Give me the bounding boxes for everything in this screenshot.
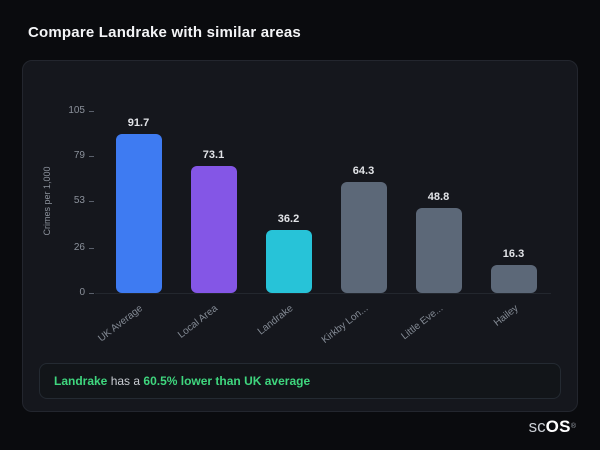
bar-kirkby-lon[interactable]	[340, 181, 387, 293]
x-axis-line	[95, 293, 551, 294]
y-tick-mark	[89, 201, 94, 203]
bar-hailey[interactable]	[490, 264, 537, 293]
y-tick-mark	[89, 156, 94, 158]
bar-little-eve[interactable]	[415, 208, 462, 293]
y-tick-label: 79	[73, 150, 85, 162]
y-tick-mark	[89, 293, 94, 294]
logo-prefix: sc	[528, 417, 546, 436]
x-tick-label-little-eve: Little Eve...	[399, 303, 446, 343]
y-axis-title: Crimes per 1,000	[42, 166, 52, 236]
bar-uk-average[interactable]	[115, 134, 162, 293]
bar-local-area[interactable]	[190, 166, 237, 293]
x-tick-label-hailey: Hailey	[491, 303, 521, 329]
y-tick-label: 53	[73, 195, 85, 207]
y-tick-label: 26	[73, 241, 85, 253]
bar-value-label: 91.7	[127, 117, 150, 130]
x-tick-label-landrake: Landrake	[255, 303, 296, 338]
bar-value-label: 16.3	[502, 247, 525, 260]
plot-area: Crimes per 1,000 0 26 53 79 105 91.7 UK Averag…	[42, 105, 551, 346]
note-highlight-text: 60.5% lower than UK average	[143, 374, 311, 388]
note-area-name: Landrake	[54, 374, 108, 388]
bar-value-label: 73.1	[202, 149, 225, 162]
bar-value-label: 64.3	[352, 164, 375, 177]
note-text: Landrake has a 60.5% lower than UK avera…	[54, 374, 310, 388]
y-tick-mark	[89, 247, 94, 249]
page-title: Compare Landrake with similar areas	[28, 24, 301, 41]
x-tick-label-local-area: Local Area	[176, 303, 221, 341]
bar-value-label: 48.8	[427, 191, 450, 204]
scos-logo: scOS®	[529, 418, 576, 436]
bar-value-label: 36.2	[277, 213, 300, 226]
y-tick-mark	[89, 111, 94, 112]
y-tick-label: 0	[79, 287, 85, 298]
bar-landrake[interactable]	[265, 230, 312, 293]
chart-card: Crimes per 1,000 0 26 53 79 105 91.7 UK Averag…	[22, 60, 578, 412]
registered-trademark-icon: ®	[570, 423, 576, 430]
logo-suffix: OS	[545, 417, 571, 436]
note-middle-text: has a	[107, 374, 144, 388]
comparison-note: Landrake has a 60.5% lower than UK avera…	[39, 363, 561, 399]
x-tick-label-kirkby-lon: Kirkby Lon...	[319, 303, 371, 346]
x-tick-label-uk-average: UK Average	[96, 303, 146, 345]
y-tick-label: 105	[68, 105, 85, 116]
